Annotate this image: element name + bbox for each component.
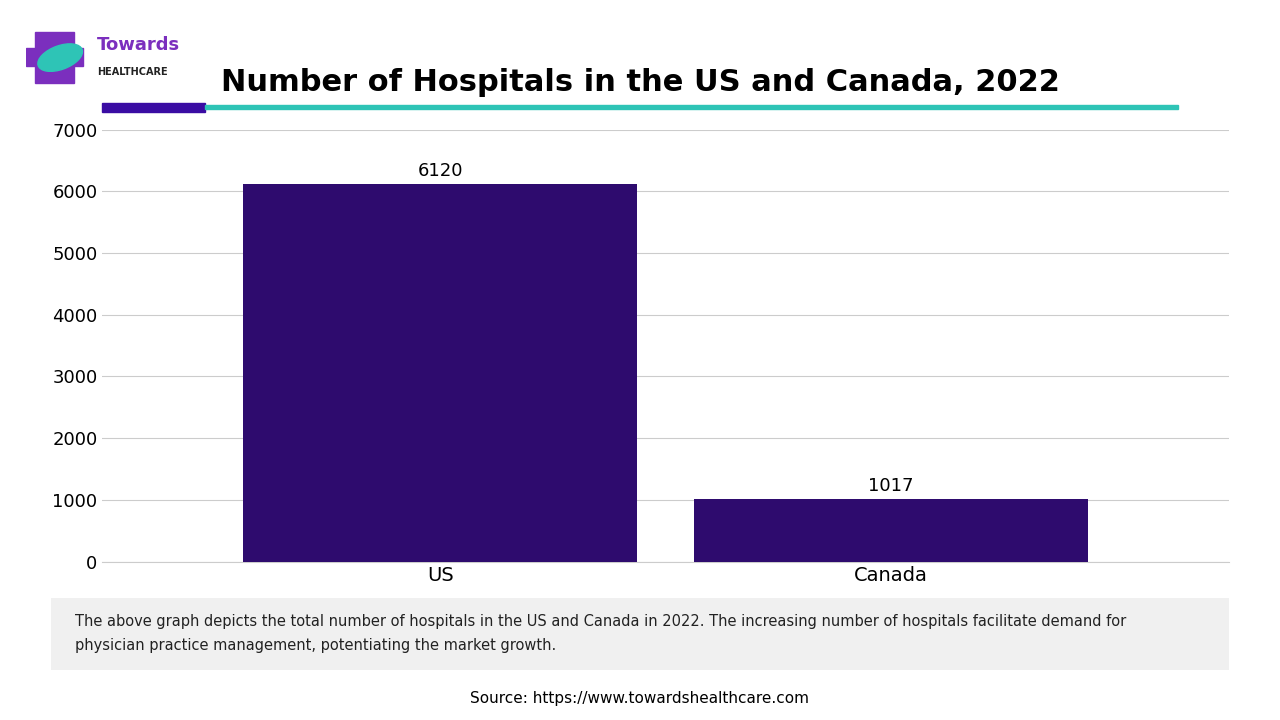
Text: Towards: Towards [97, 35, 179, 53]
Ellipse shape [38, 44, 82, 71]
Bar [36, 32, 73, 83]
Text: 6120: 6120 [417, 162, 463, 180]
Bar [26, 48, 83, 66]
Text: 1017: 1017 [868, 477, 914, 495]
Bar [243, 184, 637, 562]
Text: Source: https://www.towardshealthcare.com: Source: https://www.towardshealthcare.co… [471, 691, 809, 706]
Text: Number of Hospitals in the US and Canada, 2022: Number of Hospitals in the US and Canada… [220, 68, 1060, 97]
Bar [694, 499, 1088, 562]
Text: HEALTHCARE: HEALTHCARE [97, 67, 168, 77]
Text: The above graph depicts the total number of hospitals in the US and Canada in 20: The above graph depicts the total number… [74, 613, 1126, 654]
